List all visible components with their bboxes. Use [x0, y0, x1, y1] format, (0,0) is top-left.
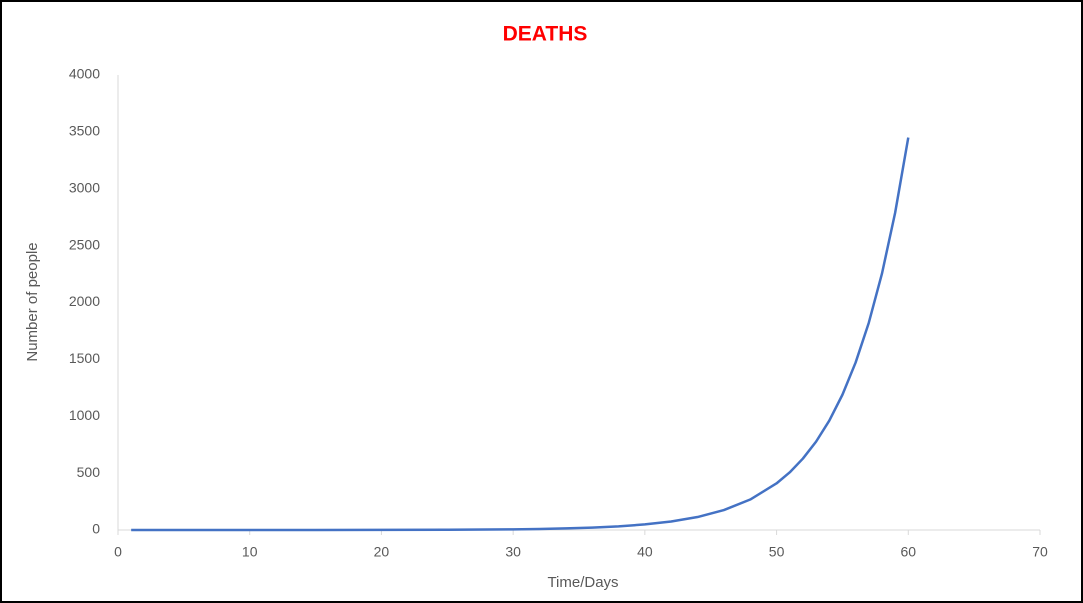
chart-title: DEATHS: [503, 23, 588, 46]
y-tick-label: 2500: [69, 236, 100, 252]
y-tick-label: 3000: [69, 179, 100, 195]
x-tick-label: 40: [637, 544, 653, 560]
y-tick-label: 4000: [69, 66, 100, 82]
x-tick-label: 50: [769, 544, 785, 560]
x-tick-label: 20: [374, 544, 390, 560]
x-tick-label: 60: [900, 544, 916, 560]
y-tick-label: 1000: [69, 407, 100, 423]
x-tick-label: 0: [114, 544, 122, 560]
y-tick-label: 1500: [69, 350, 100, 366]
x-axis-title: Time/Days: [547, 574, 618, 591]
y-tick-label: 0: [92, 521, 100, 537]
y-tick-label: 3500: [69, 123, 100, 139]
x-tick-label: 10: [242, 544, 258, 560]
y-tick-label: 2000: [69, 293, 100, 309]
y-tick-label: 500: [77, 464, 101, 480]
y-axis-title: Number of people: [24, 242, 41, 361]
x-tick-label: 70: [1032, 544, 1048, 560]
data-line: [131, 137, 910, 532]
x-tick-label: 30: [505, 544, 521, 560]
